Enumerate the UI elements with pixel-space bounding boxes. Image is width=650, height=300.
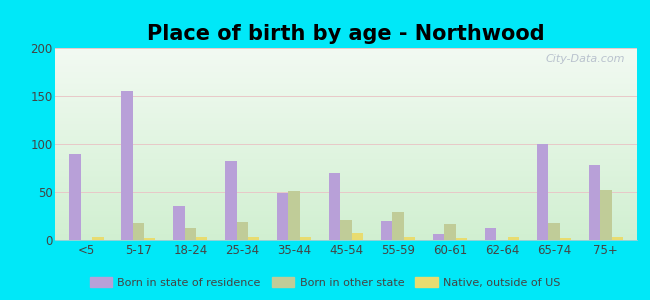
Bar [70, 154, 81, 240]
Bar [352, 233, 363, 240]
Title: Place of birth by age - Northwood: Place of birth by age - Northwood [148, 24, 545, 44]
Bar [173, 206, 185, 240]
Bar [248, 237, 259, 240]
Bar [612, 237, 623, 240]
Bar [508, 237, 519, 240]
Bar [237, 222, 248, 240]
Bar [600, 190, 612, 240]
Bar [445, 224, 456, 240]
Bar [121, 91, 133, 240]
Legend: Born in state of residence, Born in other state, Native, outside of US: Born in state of residence, Born in othe… [86, 274, 564, 291]
Bar [485, 227, 496, 240]
Bar [537, 144, 548, 240]
Bar [381, 221, 393, 240]
Bar [589, 165, 600, 240]
Bar [185, 229, 196, 240]
Bar [225, 161, 237, 240]
Bar [300, 237, 311, 240]
Text: City-Data.com: City-Data.com [546, 54, 625, 64]
Bar [560, 238, 571, 240]
Bar [433, 234, 445, 240]
Bar [289, 191, 300, 240]
Bar [456, 238, 467, 240]
Bar [404, 237, 415, 240]
Bar [341, 220, 352, 240]
Bar [393, 212, 404, 240]
Bar [144, 238, 155, 240]
Bar [92, 237, 103, 240]
Bar [196, 237, 207, 240]
Bar [133, 223, 144, 240]
Bar [548, 223, 560, 240]
Bar [277, 193, 289, 240]
Bar [329, 173, 341, 240]
